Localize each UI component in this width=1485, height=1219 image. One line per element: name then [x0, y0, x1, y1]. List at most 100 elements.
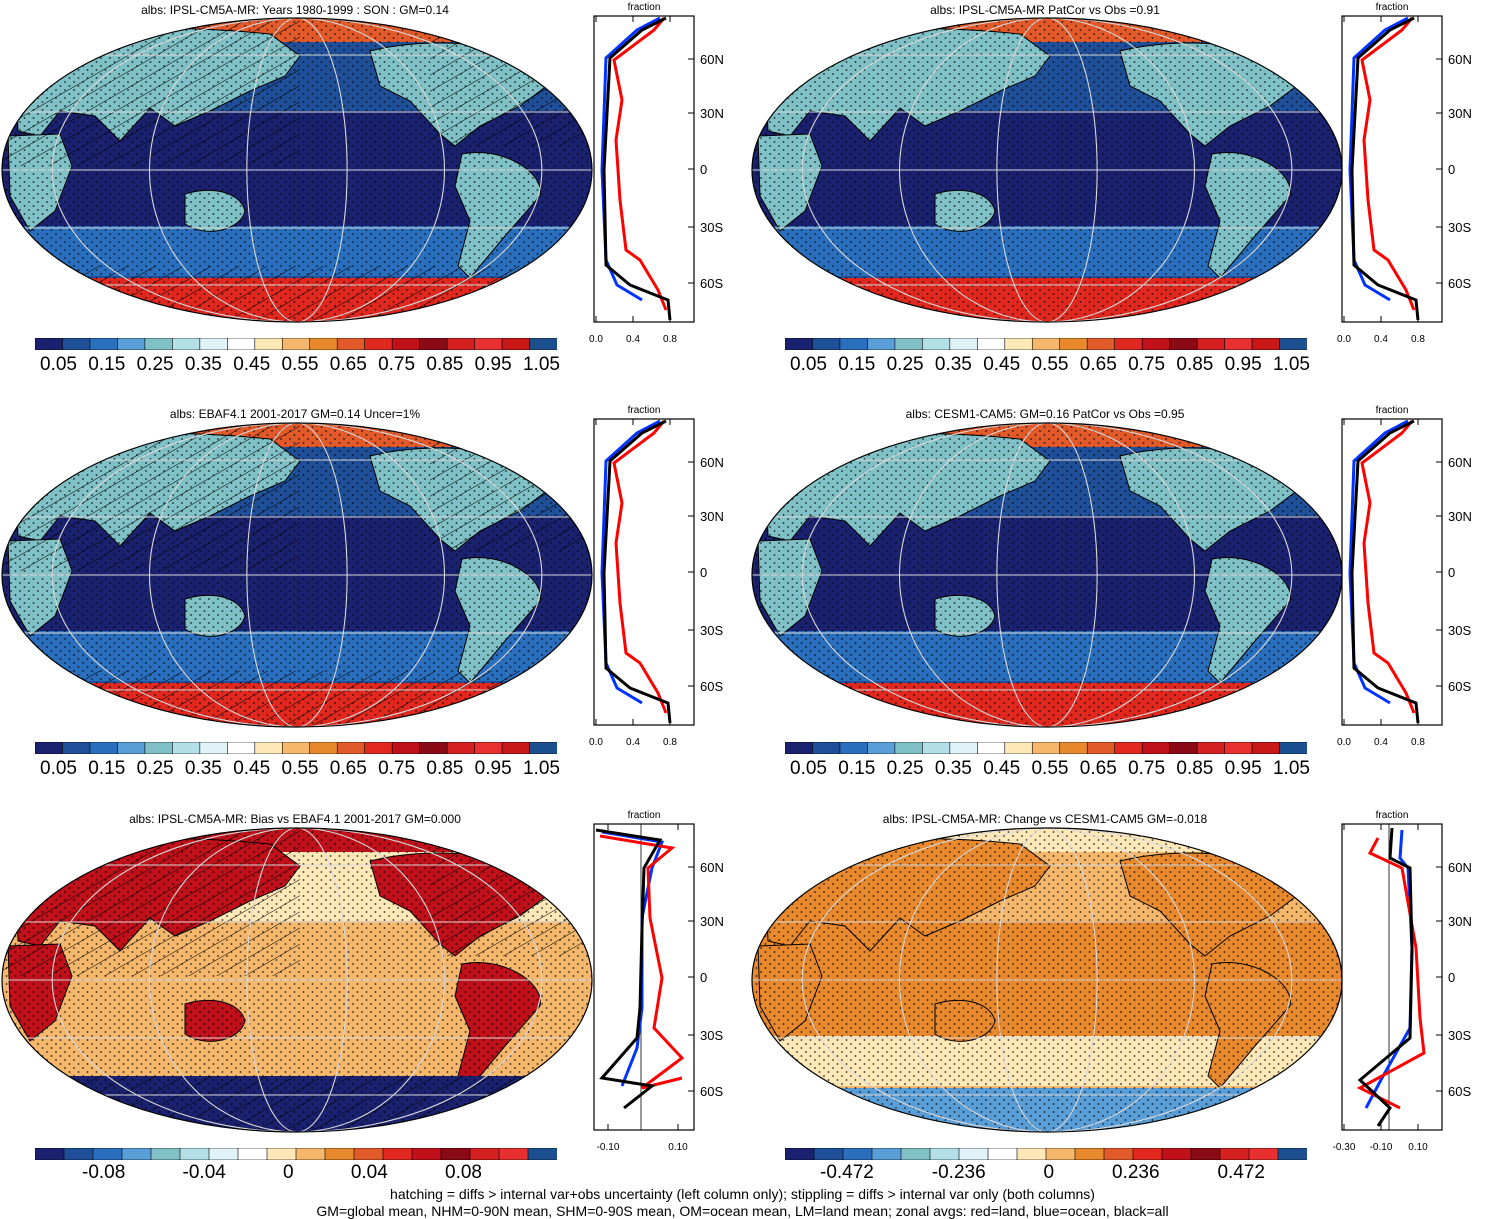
colorbar-swatch — [977, 338, 1006, 350]
colorbar — [785, 742, 1307, 754]
lat-tick-label: 30N — [700, 914, 724, 929]
lat-tick-label: 0 — [1448, 565, 1455, 580]
colorbar-swatch — [1251, 338, 1281, 350]
albedo-map — [751, 422, 1343, 728]
land-zonal-line — [599, 834, 685, 1090]
greenland-land — [1269, 837, 1336, 872]
colorbar-swatch — [922, 338, 951, 350]
lat-tick-label: 30N — [700, 509, 724, 524]
colorbar-swatch — [391, 742, 421, 754]
colorbar-swatch — [1059, 742, 1089, 754]
greenland-land — [519, 432, 586, 467]
tick-label: 0.25 — [886, 758, 924, 779]
meridian-line — [148, 828, 446, 1132]
tick-label: 0.55 — [1031, 758, 1069, 779]
meridian-line — [148, 18, 446, 322]
colorbar-swatch — [208, 1148, 239, 1160]
tick-label: 1.05 — [1272, 354, 1310, 375]
lat-tick-label: 60N — [1448, 52, 1472, 67]
footnote-line-2: GM=global mean, NHM=0-90N mean, SHM=0-90… — [316, 1203, 1169, 1219]
colorbar-swatch — [254, 338, 284, 350]
tick-label: 0.35 — [934, 758, 972, 779]
colorbar-swatch — [1016, 1148, 1047, 1160]
tick-label: 0.05 — [40, 354, 77, 375]
tick-label: 0.35 — [934, 354, 972, 375]
tick-label: 0.45 — [233, 758, 271, 779]
meridian-line — [148, 423, 446, 727]
tick-label: 0.95 — [474, 354, 512, 375]
lat-tick-label: 30S — [1448, 220, 1471, 235]
lat-tick-label: 30S — [1448, 1028, 1471, 1043]
lat-tick-label: 0 — [1448, 970, 1455, 985]
tick-label: 0.75 — [1128, 354, 1166, 375]
land-zonal-line — [612, 420, 668, 714]
x-tick-label: 0.10 — [668, 1142, 688, 1153]
colorbar — [785, 1148, 1307, 1160]
x-tick-label: 0.4 — [1374, 334, 1388, 345]
tick-label: 0.85 — [1176, 354, 1214, 375]
colorbar-labels: -0.472 -0.236 0 0.236 0.472 — [820, 1162, 1265, 1184]
tick-label: 1.05 — [522, 354, 560, 375]
colorbar-labels: 0.05 0.15 0.25 0.35 0.45 0.55 0.65 0.75 0.85 0.95… — [40, 758, 560, 780]
tick-label: 0.15 — [88, 758, 126, 779]
colorbar-swatch — [117, 742, 146, 754]
colorbar-swatch — [199, 338, 229, 350]
meridian-line — [898, 828, 1196, 1132]
colorbar-swatch — [501, 742, 531, 754]
tick-label: 0.55 — [1031, 354, 1069, 375]
colorbar-swatch — [813, 1148, 844, 1160]
colorbar-swatch — [949, 338, 979, 350]
tick-label: 0.25 — [886, 354, 924, 375]
colorbar-swatch — [92, 1148, 123, 1160]
map-title: albs: EBAF4.1 2001-2017 GM=0.14 Uncer=1% — [169, 407, 421, 421]
colorbar-swatch — [498, 1148, 529, 1160]
colorbar-swatch — [1114, 742, 1143, 754]
ocean-zonal-line — [1348, 419, 1409, 705]
colorbar-swatch — [1141, 742, 1171, 754]
greenland-land — [1269, 27, 1336, 62]
x-tick-label: -0.30 — [1333, 1142, 1356, 1153]
colorbar-swatch — [144, 742, 174, 754]
colorbar-swatch — [281, 742, 311, 754]
meridian-line — [246, 423, 348, 727]
zonal-mean-plot: fraction 60N 30N 0 30S 60S -0.30 -0.10 0.10 — [1333, 810, 1472, 1153]
colorbar-swatch — [1031, 742, 1061, 754]
tick-label: 0.25 — [136, 354, 174, 375]
colorbar-swatch — [1190, 1148, 1221, 1160]
tick-label: 1.05 — [522, 758, 560, 779]
tick-label: 0.45 — [983, 758, 1021, 779]
colorbar-labels: -0.08 -0.04 0 0.04 0.08 — [82, 1162, 482, 1184]
tick-label: 0.15 — [838, 354, 876, 375]
x-tick-label: 0.4 — [626, 334, 640, 345]
colorbar-swatch — [1031, 338, 1061, 350]
lat-tick-label: 60S — [700, 679, 723, 694]
tick-label: 0.472 — [1217, 1162, 1265, 1183]
colorbar-swatch — [1161, 1148, 1192, 1160]
tick-label: 0.85 — [426, 758, 464, 779]
all-zonal-line — [1350, 16, 1420, 321]
albedo-map — [751, 17, 1343, 323]
colorbar-swatch — [839, 338, 869, 350]
colorbar-swatch — [419, 338, 448, 350]
colorbar-labels: 0.05 0.15 0.25 0.35 0.45 0.55 0.65 0.75 0.85 0.95… — [40, 354, 560, 376]
colorbar-swatch — [501, 338, 531, 350]
meridian-line — [51, 828, 543, 1132]
lat-tick-label: 30S — [700, 220, 723, 235]
colorbar-swatch — [1141, 338, 1171, 350]
colorbar — [35, 742, 557, 754]
lat-tick-label: 60N — [700, 860, 724, 875]
colorbar-swatch — [1251, 742, 1281, 754]
colorbar-swatch — [949, 742, 979, 754]
all-zonal-line — [602, 419, 672, 724]
meridian-line — [996, 423, 1098, 727]
zonal-mean-plot: fraction 60N 30N 0 30S 60S 0.0 0.4 0.8 — [589, 2, 724, 345]
hatch-overlay — [2, 423, 592, 727]
meridian-line — [996, 18, 1098, 322]
all-zonal-line — [595, 828, 663, 1110]
tick-label: 0.75 — [378, 758, 416, 779]
x-tick-label: 0.8 — [1411, 334, 1425, 345]
tick-label: -0.236 — [931, 1162, 986, 1183]
colorbar-swatch — [179, 1148, 210, 1160]
colorbar-swatch — [1004, 742, 1034, 754]
colorbar-swatch — [62, 338, 91, 350]
